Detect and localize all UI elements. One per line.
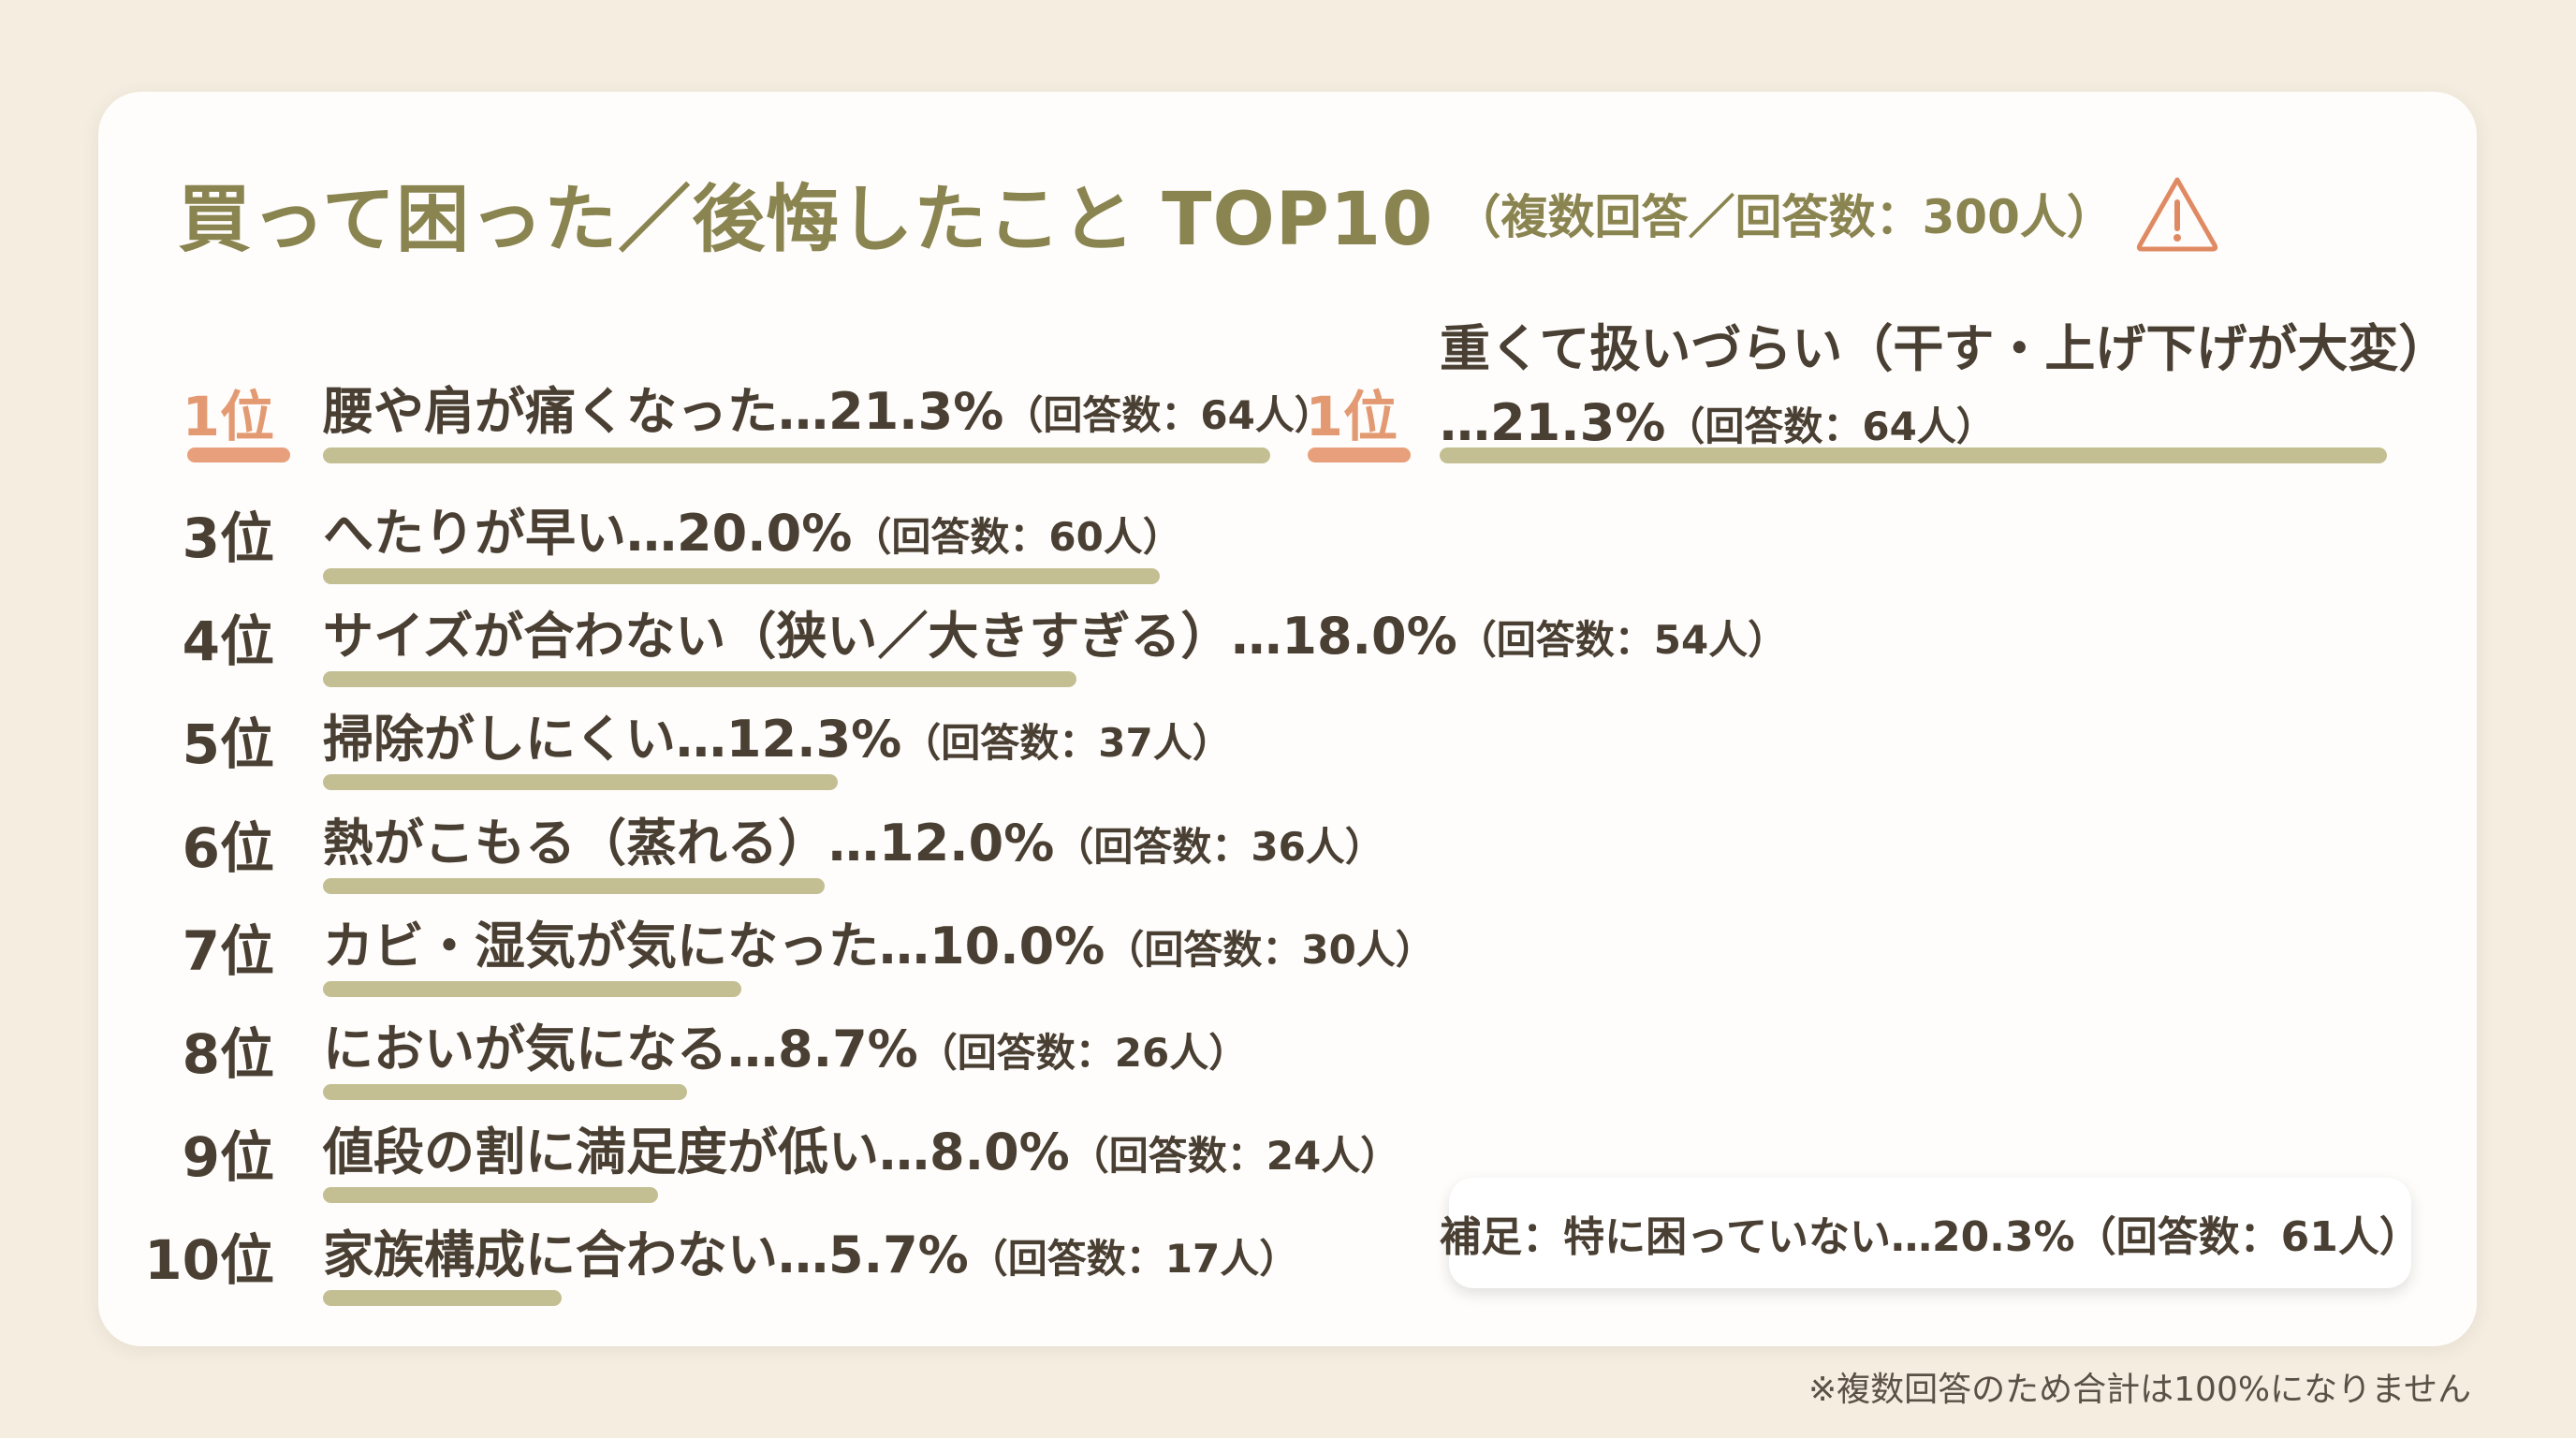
item-count: （回答数：36人） (1054, 824, 1384, 870)
item-count: （回答数：26人） (917, 1030, 1249, 1076)
value-bar (323, 568, 1160, 584)
value-bar (323, 671, 1076, 687)
item-count: （回答数：30人） (1105, 927, 1435, 973)
item-text: 値段の割に満足度が低い (323, 1123, 879, 1181)
item-percent: …20.0% (626, 504, 853, 563)
rank-label: 1位 (182, 385, 274, 448)
item-label: 値段の割に満足度が低い…8.0%（回答数：24人） (323, 1110, 1399, 1184)
item-label: 熱がこもる（蒸れる）…12.0%（回答数：36人） (323, 801, 1384, 875)
item-count: （回答数：54人） (1456, 617, 1788, 663)
chart-card (98, 92, 2477, 1346)
item-percent: …21.3% (1440, 393, 1666, 452)
rank-label: 8位 (182, 1022, 274, 1086)
value-bar (1440, 448, 2387, 463)
value-bar (323, 981, 741, 997)
item-percent: …8.0% (879, 1123, 1070, 1181)
item-percent: …8.7% (727, 1020, 918, 1078)
item-text: カビ・湿気が気になった (323, 917, 879, 976)
item-label: へたりが早い…20.0%（回答数：60人） (323, 492, 1182, 565)
rank-label: 6位 (182, 816, 274, 880)
item-count: （回答数：60人） (852, 514, 1182, 560)
value-bar (323, 1187, 658, 1203)
rank-highlight-bar (187, 448, 290, 462)
item-count: （回答数：37人） (901, 720, 1232, 766)
rank-label: 7位 (182, 919, 274, 983)
item-label: 重くて扱いづらい（干す・上げ下げが大変） …21.3%（回答数：64人） (1440, 318, 2449, 466)
value-bar (323, 448, 1270, 463)
title-main: 買って困った／後悔したこと TOP10 (178, 178, 1434, 262)
item-text: 掃除がしにくい (323, 710, 676, 769)
rank-label: 1位 (1305, 385, 1398, 448)
item-label: においが気になる…8.7%（回答数：26人） (323, 1007, 1248, 1081)
rank-label: 3位 (182, 506, 274, 570)
item-percent: …21.3% (778, 382, 1004, 441)
item-label: 家族構成に合わない…5.7%（回答数：17人） (323, 1213, 1298, 1287)
item-text: 熱がこもる（蒸れる） (323, 814, 828, 873)
item-percent: …5.7% (778, 1225, 969, 1284)
item-label: 掃除がしにくい…12.3%（回答数：37人） (323, 697, 1232, 771)
item-text: へたりが早い (323, 504, 626, 563)
item-percent: …10.0% (879, 917, 1105, 976)
item-label: カビ・湿気が気になった…10.0%（回答数：30人） (323, 904, 1435, 978)
rank-label: 9位 (182, 1125, 274, 1189)
rank-label: 10位 (144, 1228, 274, 1292)
note-box: 補足：特に困っていない…20.3%（回答数：61人） (1440, 1178, 2421, 1288)
item-text: 重くて扱いづらい（干す・上げ下げが大変） (1440, 319, 2450, 378)
item-percent: …18.0% (1231, 607, 1457, 666)
warning-icon (2136, 177, 2218, 252)
item-count: （回答数：64人） (1003, 392, 1334, 438)
item-text: 腰や肩が痛くなった (323, 382, 778, 441)
item-count: （回答数：17人） (968, 1236, 1299, 1282)
chart-title: 買って困った／後悔したこと TOP10 （複数回答／回答数：300人） (178, 157, 2220, 270)
rank-label: 4位 (182, 609, 274, 673)
rank-highlight-bar (1308, 448, 1411, 462)
rank-label: 5位 (182, 712, 274, 776)
item-text: サイズが合わない（狭い／大きすぎる） (323, 607, 1232, 666)
item-text: 家族構成に合わない (323, 1225, 778, 1284)
value-bar (323, 774, 838, 790)
item-percent: …12.0% (828, 814, 1055, 873)
value-bar (323, 878, 825, 894)
item-count: （回答数：24人） (1069, 1133, 1400, 1179)
value-bar (323, 1290, 562, 1306)
item-text: においが気になる (323, 1020, 727, 1078)
title-sub: （複数回答／回答数：300人） (1454, 190, 2114, 244)
item-count: （回答数：64人） (1665, 404, 1996, 449)
value-bar (323, 1084, 687, 1100)
item-label: サイズが合わない（狭い／大きすぎる）…18.0%（回答数：54人） (323, 594, 1787, 668)
footnote: ※複数回答のため合計は100%になりません (1808, 1371, 2471, 1409)
note-text: 補足：特に困っていない…20.3%（回答数：61人） (1440, 1213, 2421, 1261)
item-label: 腰や肩が痛くなった…21.3%（回答数：64人） (323, 370, 1334, 444)
item-percent: …12.3% (675, 710, 902, 769)
